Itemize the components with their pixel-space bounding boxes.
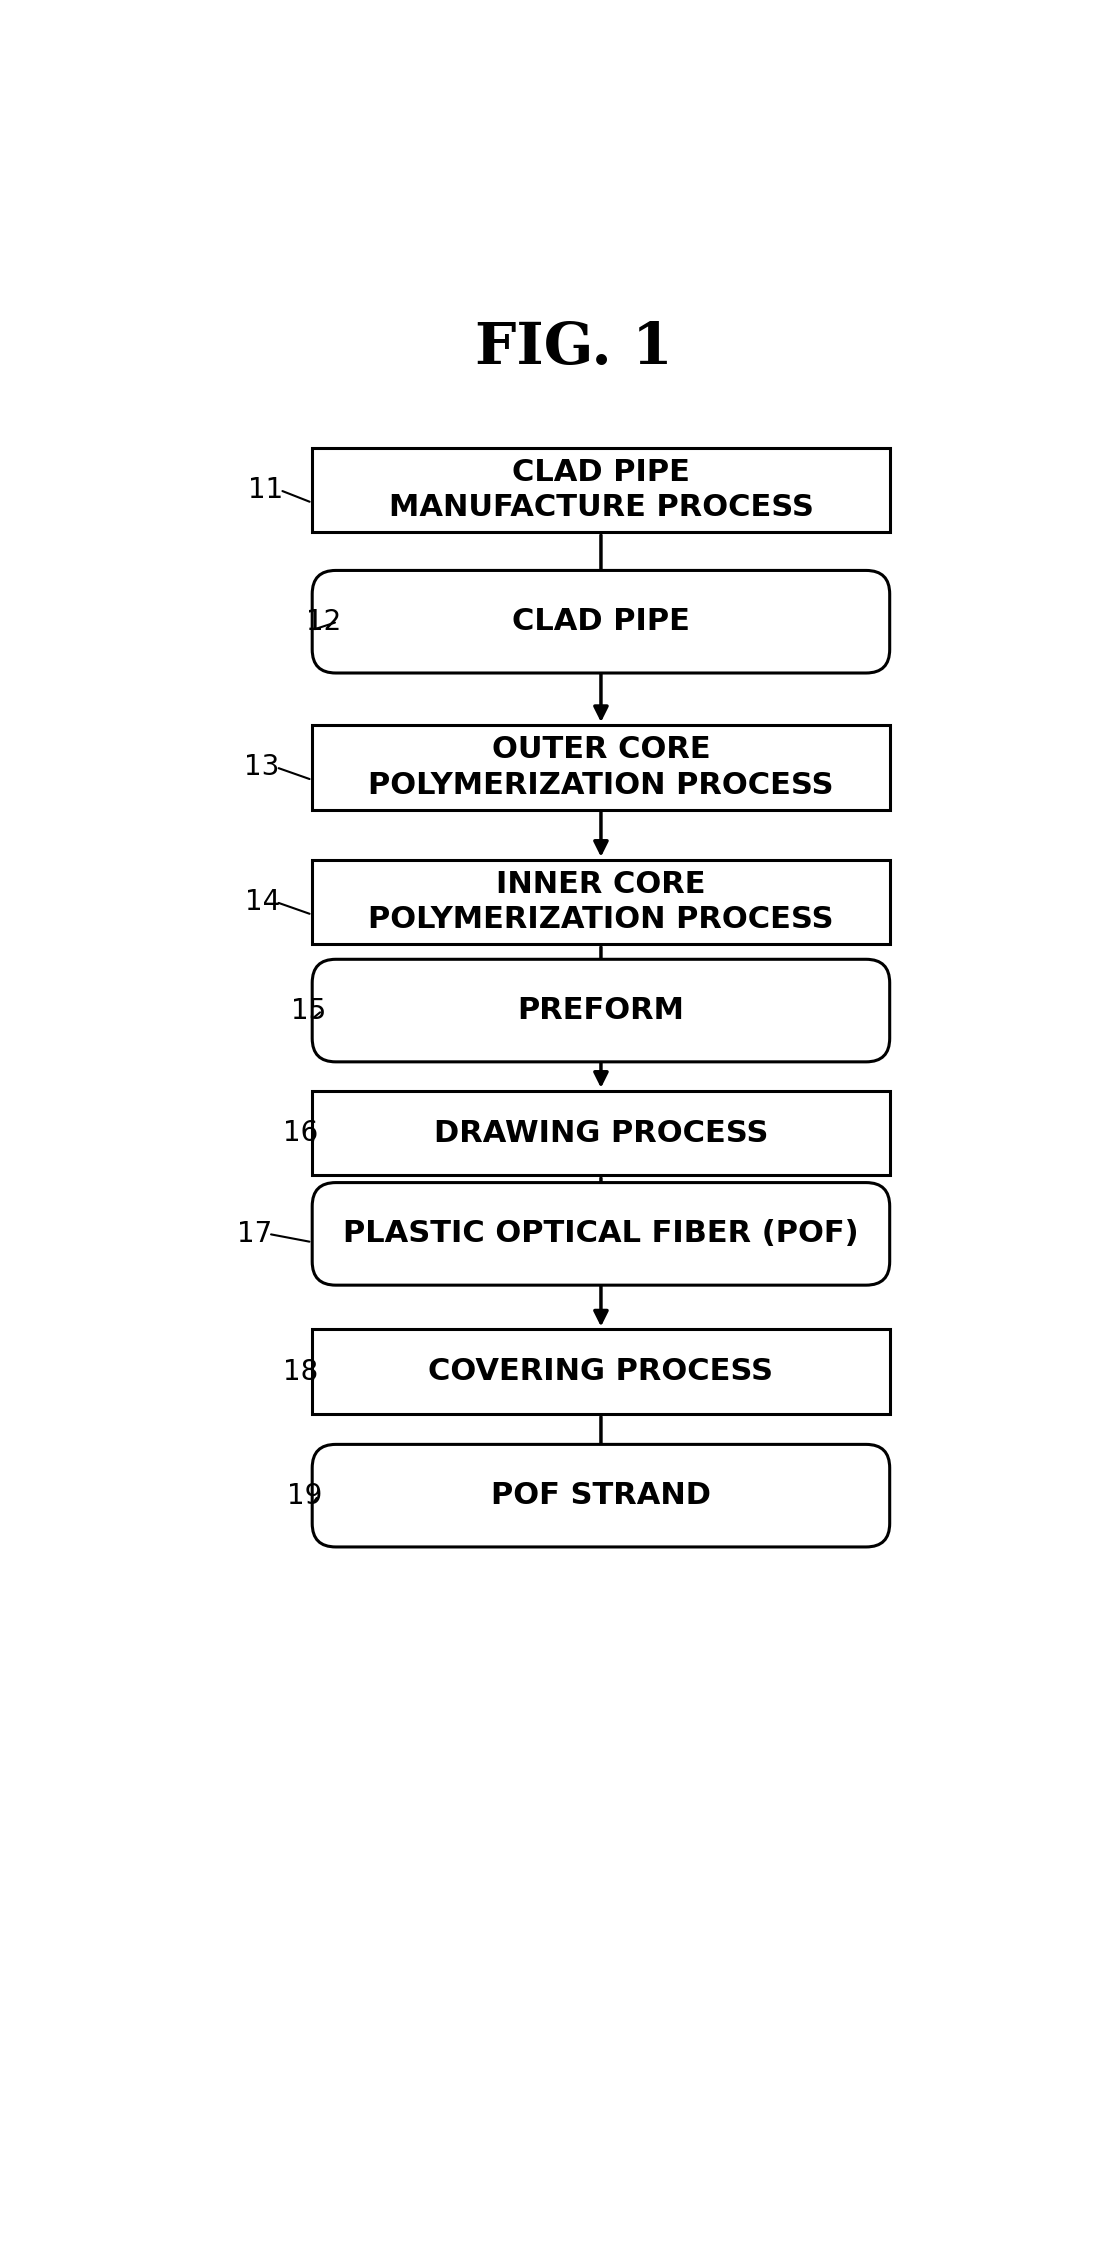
Bar bbox=[312, 859, 889, 945]
FancyBboxPatch shape bbox=[312, 571, 889, 672]
Text: 14: 14 bbox=[244, 888, 280, 916]
Text: INNER CORE
POLYMERIZATION PROCESS: INNER CORE POLYMERIZATION PROCESS bbox=[368, 870, 833, 934]
Text: CLAD PIPE
MANUFACTURE PROCESS: CLAD PIPE MANUFACTURE PROCESS bbox=[389, 458, 813, 523]
Text: 17: 17 bbox=[236, 1220, 272, 1247]
Text: 15: 15 bbox=[291, 997, 326, 1024]
Text: POF STRAND: POF STRAND bbox=[491, 1482, 711, 1511]
Text: 13: 13 bbox=[244, 753, 280, 780]
Text: DRAWING PROCESS: DRAWING PROCESS bbox=[433, 1118, 768, 1148]
Text: 11: 11 bbox=[249, 476, 283, 505]
Bar bbox=[312, 1330, 889, 1414]
FancyBboxPatch shape bbox=[312, 958, 889, 1062]
Bar bbox=[312, 449, 889, 532]
Text: 16: 16 bbox=[283, 1118, 318, 1148]
FancyBboxPatch shape bbox=[312, 1445, 889, 1547]
Text: 12: 12 bbox=[306, 607, 342, 636]
Text: OUTER CORE
POLYMERIZATION PROCESS: OUTER CORE POLYMERIZATION PROCESS bbox=[368, 735, 833, 801]
Text: 18: 18 bbox=[283, 1358, 318, 1387]
Bar bbox=[312, 724, 889, 810]
Text: PLASTIC OPTICAL FIBER (POF): PLASTIC OPTICAL FIBER (POF) bbox=[343, 1220, 859, 1249]
FancyBboxPatch shape bbox=[312, 1182, 889, 1285]
Text: FIG. 1: FIG. 1 bbox=[475, 320, 673, 377]
Text: 19: 19 bbox=[287, 1482, 323, 1509]
Text: CLAD PIPE: CLAD PIPE bbox=[512, 607, 690, 636]
Text: COVERING PROCESS: COVERING PROCESS bbox=[429, 1358, 774, 1387]
Bar bbox=[312, 1091, 889, 1175]
Text: PREFORM: PREFORM bbox=[517, 997, 684, 1026]
